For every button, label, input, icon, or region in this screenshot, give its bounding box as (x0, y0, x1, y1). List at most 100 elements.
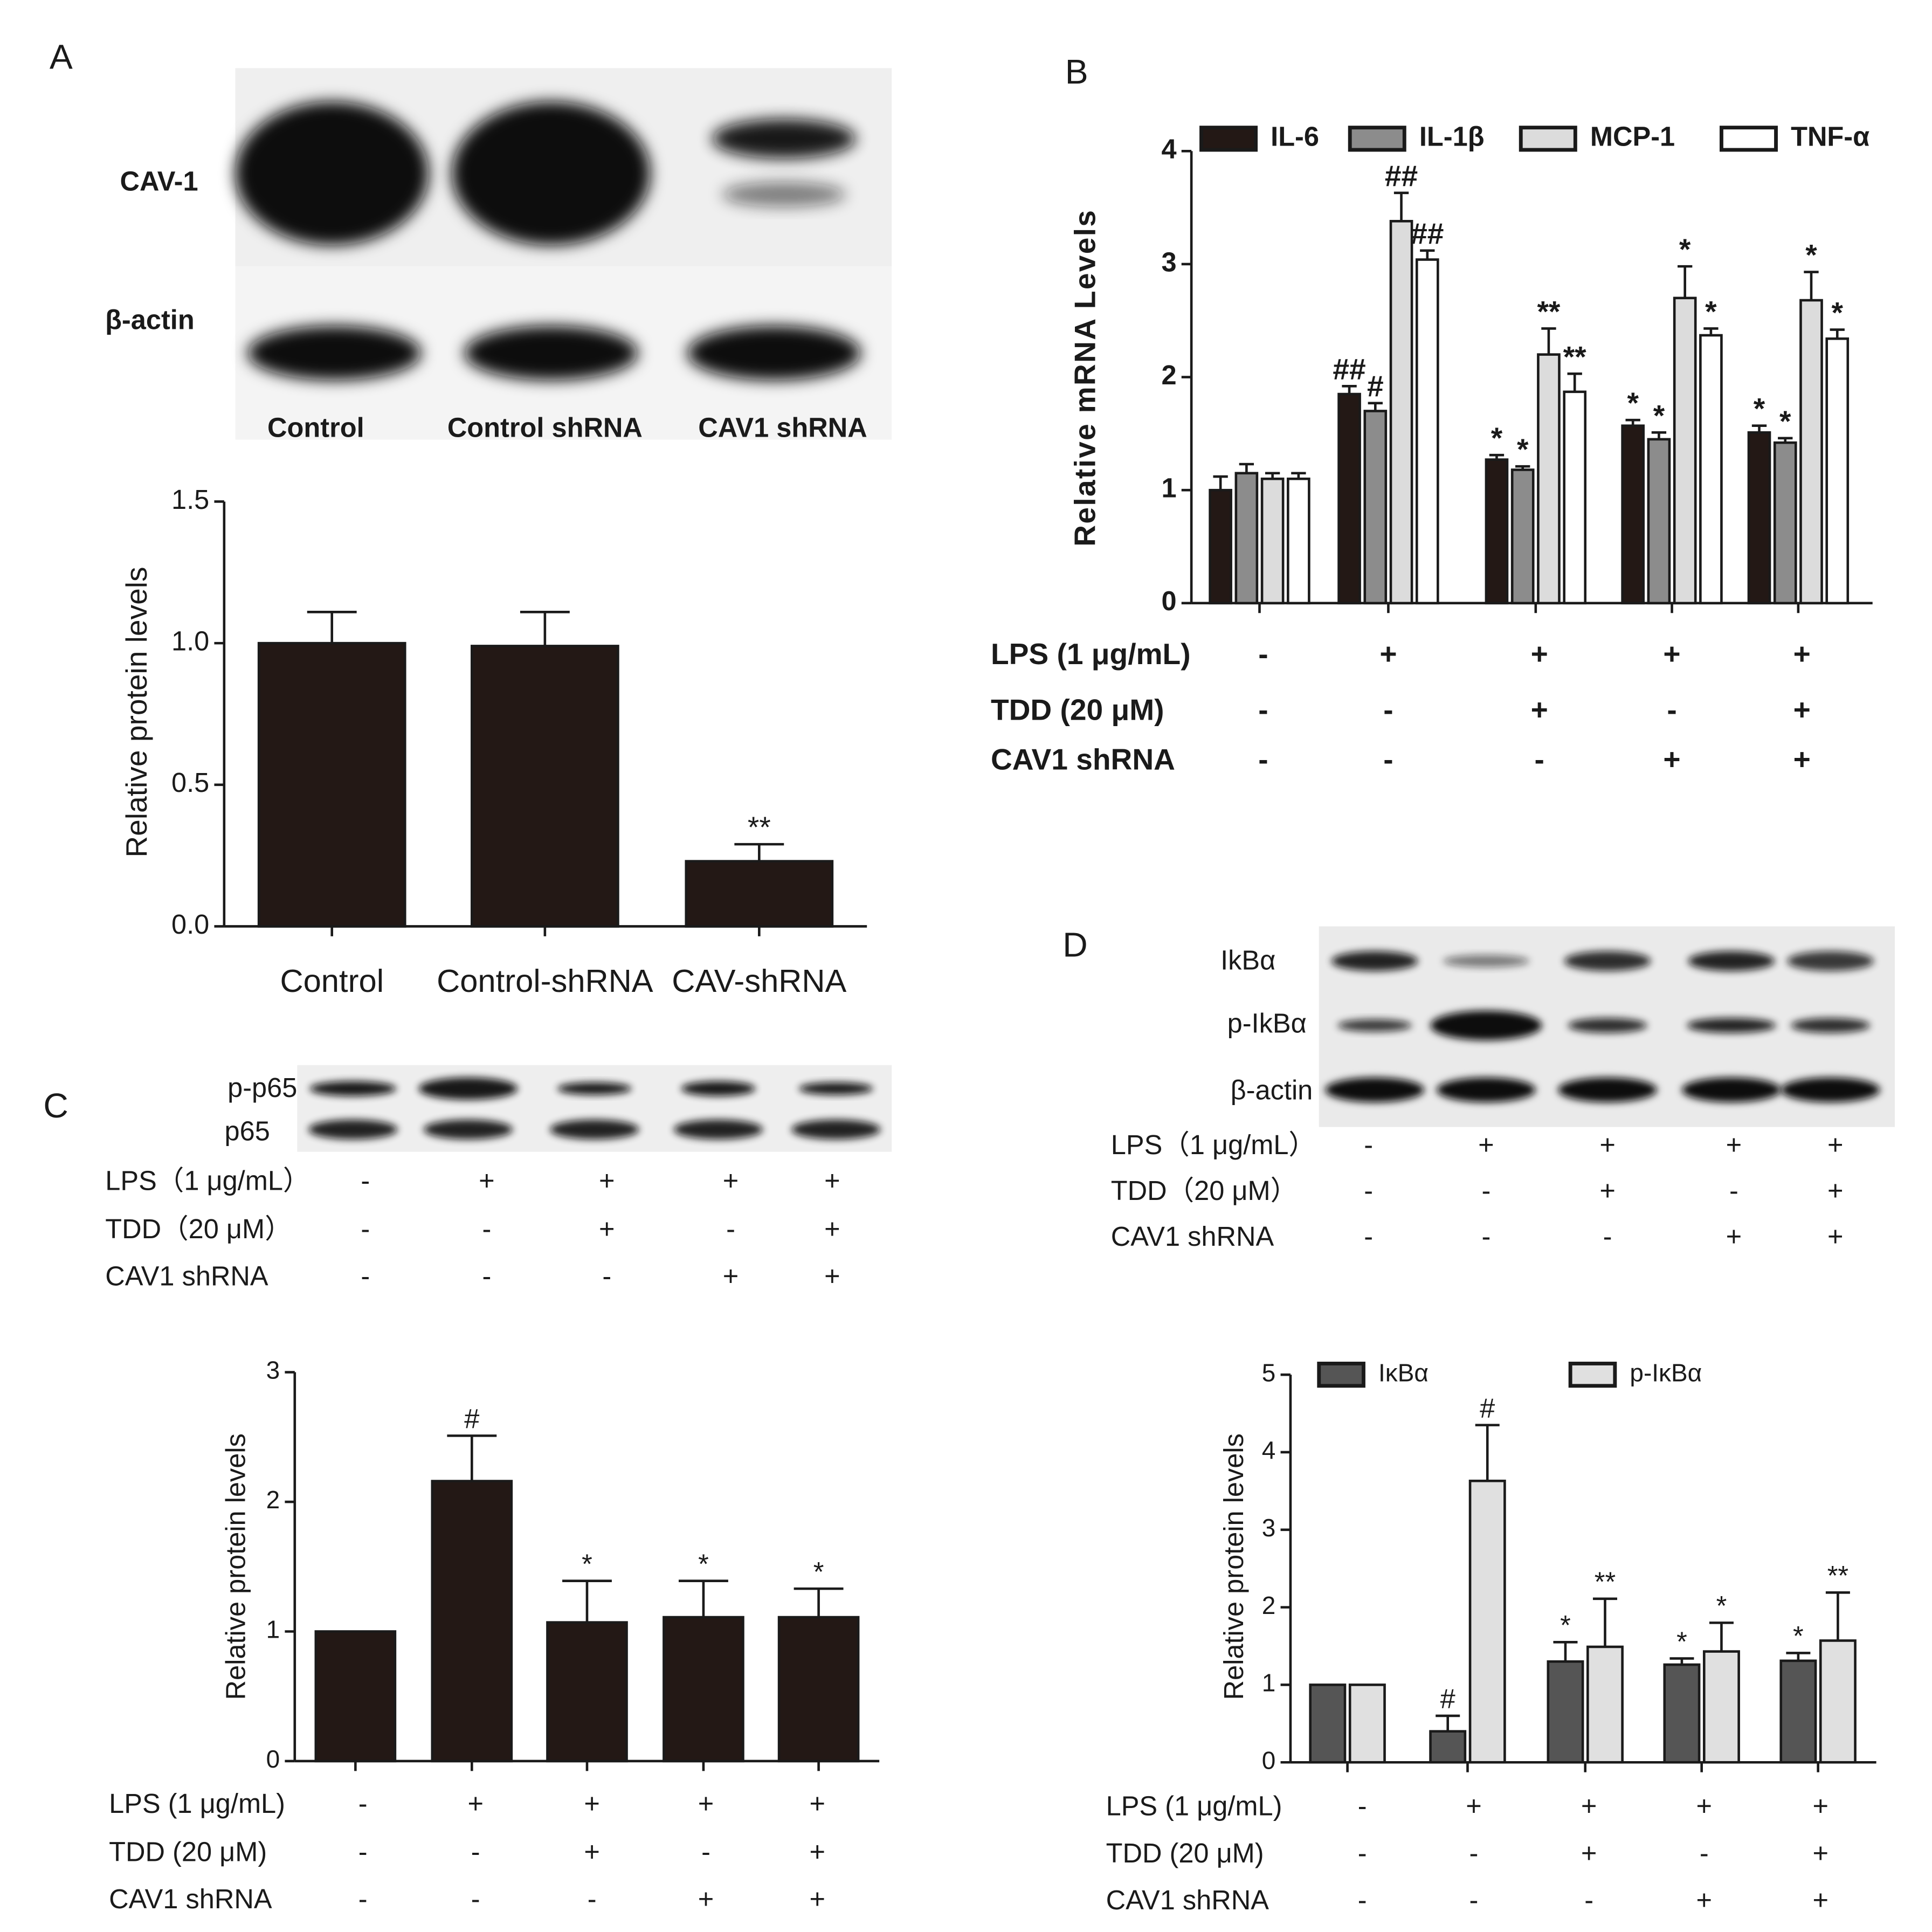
blot-band (1564, 951, 1651, 971)
significance-label: ** (1827, 1560, 1848, 1591)
condition-label: TDD (20 μM) (1106, 1838, 1264, 1868)
condition-sign: - (1700, 1838, 1709, 1868)
blot-row-label: CAV-1 (120, 165, 198, 196)
condition-sign: + (810, 1788, 826, 1819)
condition-label: CAV1 shRNA (991, 742, 1175, 776)
blot-band (1787, 951, 1874, 971)
bar (1747, 431, 1771, 605)
bar (1348, 1683, 1386, 1764)
bar (1287, 477, 1310, 605)
condition-sign: + (1812, 1838, 1828, 1868)
legend-label: IκBα (1378, 1358, 1429, 1386)
condition-sign: - (361, 1165, 370, 1196)
blot-band (1687, 1018, 1776, 1033)
condition-sign: - (1469, 1885, 1479, 1915)
y-tick-label: 1.5 (171, 484, 209, 515)
condition-sign: - (1358, 1838, 1367, 1868)
condition-sign: + (1793, 742, 1811, 776)
condition-sign: - (602, 1260, 611, 1291)
condition-label: LPS (1 μg/mL) (991, 637, 1191, 671)
y-tick-label: 4 (1262, 1436, 1276, 1464)
bar (1819, 1639, 1857, 1764)
condition-sign: + (824, 1165, 840, 1196)
condition-sign: - (1729, 1175, 1738, 1206)
significance-label: * (1793, 1620, 1804, 1651)
condition-sign: + (479, 1165, 495, 1196)
condition-sign: + (1812, 1791, 1828, 1821)
significance-label: * (1705, 294, 1717, 328)
condition-sign: - (358, 1788, 368, 1819)
condition-sign: - (1258, 742, 1268, 776)
condition-sign: + (584, 1788, 600, 1819)
legend-swatch (1568, 1362, 1617, 1388)
condition-sign: + (810, 1883, 826, 1914)
legend-swatch (1199, 126, 1258, 152)
significance-label: * (1653, 398, 1665, 432)
significance-label: * (1517, 432, 1529, 466)
bar (1773, 441, 1797, 605)
bar (1779, 1659, 1817, 1764)
condition-sign: - (1482, 1175, 1491, 1206)
bar (1209, 488, 1232, 605)
legend-label: p-IκBα (1630, 1358, 1702, 1386)
condition-sign: + (1599, 1175, 1616, 1206)
y-tick-label: 1.0 (171, 625, 209, 656)
y-tick-label: 3 (1262, 1514, 1276, 1542)
condition-sign: - (482, 1213, 491, 1244)
condition-sign: + (1531, 637, 1548, 671)
condition-label: TDD（20 μM） (105, 1213, 292, 1244)
condition-sign: + (584, 1837, 600, 1867)
blot-row-label: IkBα (1220, 944, 1275, 975)
condition-sign: + (1827, 1221, 1844, 1252)
y-axis-label: Relative protein levels (1218, 1433, 1249, 1700)
bar (1586, 1645, 1624, 1764)
bar (777, 1616, 860, 1763)
condition-sign: + (1696, 1885, 1713, 1915)
condition-sign: + (1793, 637, 1811, 671)
bar (1389, 219, 1413, 605)
bar (1825, 337, 1850, 605)
condition-sign: - (1603, 1221, 1612, 1252)
condition-label: LPS (1 μg/mL) (109, 1788, 285, 1819)
condition-sign: - (358, 1837, 368, 1867)
condition-label: CAV1 shRNA (109, 1883, 272, 1914)
bar (685, 860, 834, 928)
condition-sign: + (1827, 1129, 1844, 1160)
legend-label: TNF-α (1791, 121, 1869, 152)
blot-band (1437, 1077, 1536, 1102)
significance-label: # (1367, 369, 1384, 403)
condition-sign: - (1535, 742, 1544, 776)
bar (1663, 1663, 1701, 1764)
condition-sign: + (599, 1213, 615, 1244)
condition-sign: + (1726, 1221, 1742, 1252)
condition-label: LPS（1 μg/mL） (1111, 1129, 1316, 1160)
significance-label: ** (1537, 294, 1560, 328)
legend-swatch (1519, 126, 1577, 152)
blot-row-label: p-p65 (227, 1072, 297, 1103)
y-tick-label: 1 (1161, 473, 1176, 503)
condition-label: TDD（20 μM） (1111, 1175, 1298, 1206)
y-tick-label: 3 (1161, 246, 1176, 277)
bar (1702, 1650, 1740, 1764)
condition-label: TDD (20 μM) (109, 1837, 267, 1867)
x-tick-label: Control (280, 963, 384, 999)
x-tick-label: CAV-shRNA (672, 963, 846, 999)
blot-band (423, 1119, 513, 1140)
condition-sign: + (1663, 742, 1680, 776)
blot-lane-label: Control shRNA (447, 412, 643, 443)
bar (1547, 1660, 1584, 1764)
bar (1415, 258, 1439, 605)
blot-band (1430, 1010, 1542, 1040)
significance-label: ## (1411, 217, 1444, 250)
blot-band (309, 1081, 397, 1096)
blot-row-label: β-actin (1231, 1075, 1313, 1106)
significance-label: * (1560, 1610, 1571, 1640)
y-tick-label: 0.0 (171, 909, 209, 940)
condition-sign: - (1469, 1838, 1479, 1868)
condition-sign: - (1364, 1129, 1373, 1160)
bar (471, 645, 619, 928)
condition-sign: - (471, 1883, 480, 1914)
condition-sign: - (1364, 1175, 1373, 1206)
condition-label: CAV1 shRNA (1111, 1221, 1274, 1252)
bar (1468, 1479, 1506, 1764)
